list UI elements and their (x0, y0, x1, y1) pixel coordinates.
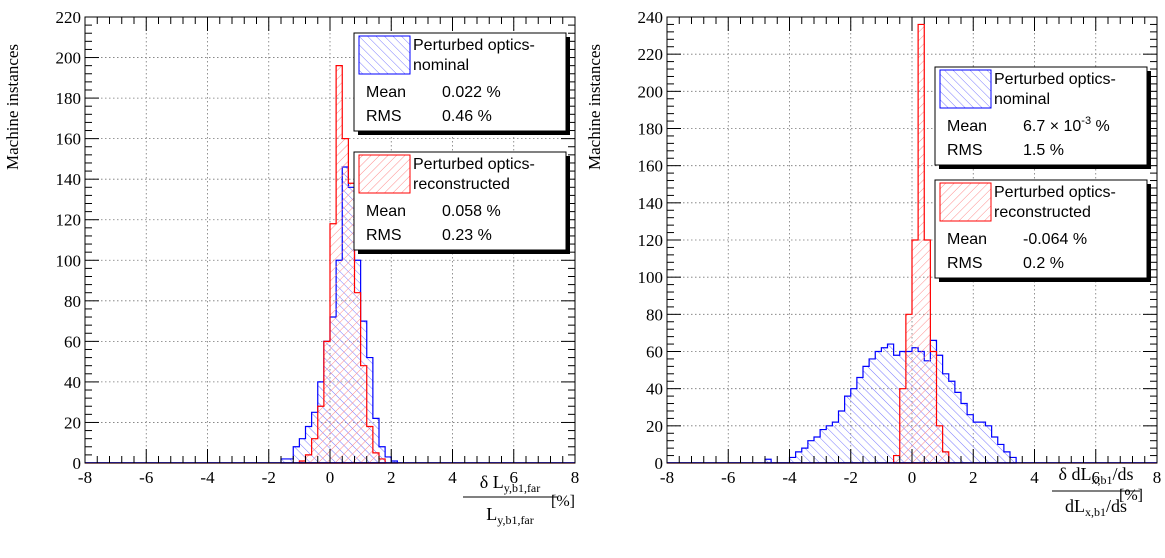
legend-swatch (358, 154, 411, 194)
legend-swatch (939, 69, 992, 109)
x-label-numerator: δ Ly,b1,far (480, 472, 541, 495)
legend-mean-value: -0.064 % (1023, 231, 1087, 248)
histogram-outline-nominal (764, 339, 1017, 464)
legend-box-nominal: Perturbed optics-nominal Mean 6.7 × 10-3 %… (934, 66, 1151, 169)
legend-mean-label: Mean (947, 118, 987, 135)
y-tick-label: 40 (646, 380, 663, 399)
legend-mean-value: 0.022 % (442, 84, 501, 101)
y-tick-label: 80 (646, 305, 663, 324)
x-axis: -8 -6 -4 -2 0 2 4 6 8 (78, 17, 579, 487)
y-tick-label: 240 (638, 8, 664, 27)
legend-mean-value: 6.7 × 10-3 % (1023, 115, 1110, 135)
legend-label-line2: nominal (413, 57, 469, 74)
legend-rms-value: 1.5 % (1023, 142, 1064, 159)
legend-rms-value: 0.23 % (442, 227, 492, 244)
legend-label-line2: nominal (994, 91, 1050, 108)
legend-swatch (939, 182, 992, 222)
y-tick-label: 180 (56, 89, 82, 108)
legend-mean-label: Mean (947, 231, 987, 248)
y-tick-label: 200 (56, 49, 82, 68)
x-tick-label: -8 (660, 468, 674, 487)
y-tick-label: 120 (56, 211, 82, 230)
x-tick-label: -4 (782, 468, 797, 487)
legend-label-line1: Perturbed optics- (413, 156, 535, 173)
y-tick-label: 0 (655, 454, 664, 473)
x-tick-label: -8 (78, 468, 92, 487)
chart-right: -8 -6 -4 -2 0 2 4 6 8020406080100120140160180200… (585, 8, 1161, 519)
y-tick-label: 0 (73, 454, 82, 473)
y-tick-label: 220 (56, 8, 82, 27)
legend-label-line1: Perturbed optics- (994, 71, 1116, 88)
histogram-fill-reconstructed (299, 65, 386, 464)
legend-mean-value: 0.058 % (442, 203, 501, 220)
legend-label-line2: reconstructed (994, 204, 1091, 221)
x-tick-label: 6 (1092, 468, 1101, 487)
legend-rms-label: RMS (366, 227, 402, 244)
y-tick-label: 40 (64, 373, 81, 392)
y-tick-label: 140 (56, 170, 82, 189)
x-tick-label: 8 (1153, 468, 1162, 487)
histogram-fill-nominal (765, 340, 1017, 463)
y-tick-label: 140 (638, 194, 664, 213)
x-tick-label: 6 (510, 468, 519, 487)
legend-rms-label: RMS (366, 108, 402, 125)
x-tick-label: 2 (969, 468, 978, 487)
x-tick-label: -4 (200, 468, 215, 487)
x-tick-label: 8 (571, 468, 580, 487)
chart-left: -8 -6 -4 -2 0 2 4 6 8020406080100120140160180200… (3, 8, 579, 527)
y-tick-label: 80 (64, 292, 81, 311)
legend-rms-label: RMS (947, 255, 983, 272)
y-tick-label: 220 (638, 45, 664, 64)
histogram-fill-reconstructed (893, 24, 949, 464)
y-tick-label: 120 (638, 231, 664, 250)
histogram-outline-reconstructed (893, 23, 950, 464)
y-tick-label: 200 (638, 82, 664, 101)
legend-mean-label: Mean (366, 203, 406, 220)
legend-rms-value: 0.2 % (1023, 255, 1064, 272)
legend-mean-label: Mean (366, 84, 406, 101)
legend-box-reconstructed: Perturbed optics-reconstructed Mean 0.058 … (353, 151, 570, 254)
legend-label-line1: Perturbed optics- (994, 184, 1116, 201)
x-label-denominator: dLx,b1/ds (1065, 496, 1127, 519)
y-tick-label: 100 (56, 251, 82, 270)
x-label-denominator: Ly,b1,far (486, 504, 534, 527)
y-tick-label: 20 (64, 413, 81, 432)
x-tick-label: 0 (908, 468, 917, 487)
x-label-unit: [%] (1119, 487, 1143, 504)
x-axis-label: δ Ly,b1,far Ly,b1,far [%] (463, 472, 575, 527)
legend-swatch (358, 35, 411, 75)
y-tick-label: 20 (646, 417, 663, 436)
y-axis-label: Machine instances (585, 44, 604, 170)
y-axis: 0 20 40 60 80 100 120 140 160 180 200 220 240 (638, 8, 1157, 473)
x-tick-label: -6 (139, 468, 153, 487)
legend-box-reconstructed: Perturbed optics-reconstructed Mean -0.064… (934, 179, 1151, 282)
x-label-numerator: δ dLx,b1/ds (1059, 464, 1134, 487)
x-tick-label: 4 (1030, 468, 1039, 487)
x-axis-label: δ dLx,b1/ds dLx,b1/ds[%] (1052, 464, 1143, 519)
y-tick-label: 160 (638, 157, 664, 176)
legend-box-nominal: Perturbed optics-nominal Mean 0.022 % RMS 0.… (353, 32, 570, 135)
histogram-outline-reconstructed (298, 65, 386, 464)
y-tick-label: 180 (638, 120, 664, 139)
legend-label-line2: reconstructed (413, 176, 510, 193)
y-tick-label: 100 (638, 268, 664, 287)
y-axis-label: Machine instances (3, 44, 22, 170)
x-tick-label: 2 (387, 468, 396, 487)
y-tick-label: 60 (646, 343, 663, 362)
legend-label-line1: Perturbed optics- (413, 37, 535, 54)
legend-rms-label: RMS (947, 142, 983, 159)
y-tick-label: 60 (64, 332, 81, 351)
x-tick-label: 4 (448, 468, 457, 487)
x-tick-label: -6 (721, 468, 735, 487)
x-axis: -8 -6 -4 -2 0 2 4 6 8 (660, 17, 1161, 487)
x-tick-label: -2 (844, 468, 858, 487)
y-tick-label: 160 (56, 130, 82, 149)
x-label-unit: [%] (551, 493, 575, 510)
x-tick-label: 0 (326, 468, 335, 487)
legend-rms-value: 0.46 % (442, 108, 492, 125)
x-tick-label: -2 (262, 468, 276, 487)
